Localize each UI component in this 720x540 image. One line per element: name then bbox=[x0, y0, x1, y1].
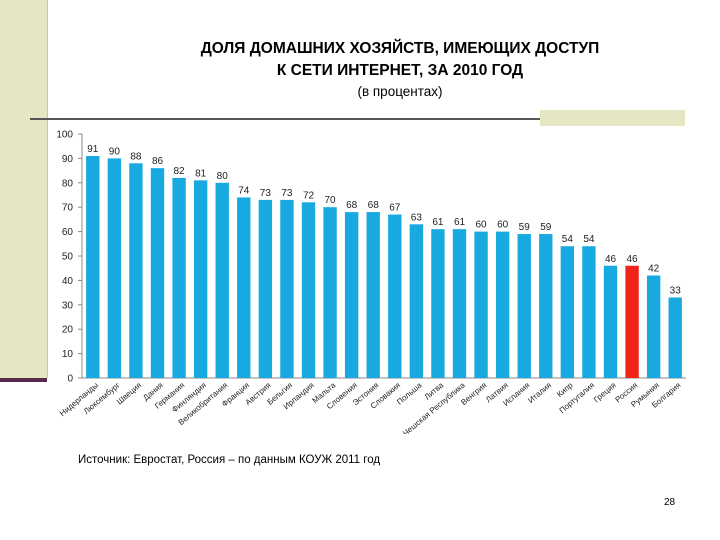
data-label: 63 bbox=[411, 212, 423, 223]
data-label: 72 bbox=[303, 190, 315, 201]
y-tick-label: 20 bbox=[62, 325, 74, 336]
y-tick-label: 50 bbox=[62, 252, 74, 263]
bar bbox=[150, 168, 165, 378]
bar bbox=[237, 197, 251, 378]
data-label: 46 bbox=[627, 254, 639, 265]
page-number: 28 bbox=[664, 497, 676, 508]
data-label: 54 bbox=[562, 234, 574, 245]
y-tick-label: 60 bbox=[62, 227, 74, 238]
data-label: 59 bbox=[519, 222, 531, 233]
data-label: 70 bbox=[325, 195, 337, 206]
data-label: 86 bbox=[152, 156, 164, 167]
y-tick-label: 30 bbox=[62, 300, 74, 311]
data-label: 73 bbox=[260, 188, 272, 199]
bar bbox=[323, 207, 337, 378]
bar bbox=[193, 180, 208, 378]
bar bbox=[560, 246, 575, 378]
data-label: 88 bbox=[130, 151, 142, 162]
bar-chart: 010203040506070809010091Нидерланды90Люкс… bbox=[56, 130, 686, 438]
slide-subtitle: (в процентах) bbox=[357, 84, 443, 99]
y-tick-label: 90 bbox=[62, 154, 74, 165]
data-label: 74 bbox=[238, 185, 250, 196]
y-tick-label: 70 bbox=[62, 203, 74, 214]
data-label: 68 bbox=[346, 200, 358, 211]
bar bbox=[107, 158, 122, 378]
bar bbox=[452, 229, 467, 378]
top-accent-bar bbox=[540, 110, 685, 126]
y-tick-label: 100 bbox=[56, 130, 73, 141]
bar bbox=[215, 182, 229, 378]
bar bbox=[582, 246, 596, 378]
category-label: Польша bbox=[395, 380, 424, 406]
category-label: Италия bbox=[526, 381, 553, 405]
bar bbox=[668, 297, 682, 378]
data-label: 61 bbox=[454, 217, 466, 228]
bar bbox=[474, 231, 488, 378]
data-label: 90 bbox=[109, 146, 121, 157]
category-label: Швеция bbox=[115, 381, 143, 407]
data-label: 42 bbox=[648, 264, 660, 275]
bar bbox=[625, 265, 639, 378]
bar bbox=[431, 229, 445, 378]
data-label: 60 bbox=[476, 220, 488, 231]
side-accent-line bbox=[0, 378, 47, 382]
data-label: 91 bbox=[87, 144, 99, 155]
bar bbox=[86, 155, 100, 378]
y-tick-label: 80 bbox=[62, 178, 74, 189]
slide-title-line-1: ДОЛЯ ДОМАШНИХ ХОЗЯЙСТВ, ИМЕЮЩИХ ДОСТУП bbox=[200, 40, 600, 57]
data-label: 67 bbox=[389, 203, 401, 214]
y-tick-label: 0 bbox=[67, 374, 73, 385]
y-tick-label: 40 bbox=[62, 276, 74, 287]
bar bbox=[172, 177, 186, 378]
y-tick-label: 10 bbox=[62, 349, 74, 360]
data-label: 61 bbox=[432, 217, 444, 228]
bar bbox=[280, 199, 294, 378]
bar bbox=[646, 275, 661, 378]
bar bbox=[539, 234, 553, 378]
bar bbox=[344, 212, 359, 378]
bar bbox=[366, 212, 380, 378]
data-label: 46 bbox=[605, 254, 617, 265]
source-note: Источник: Евростат, Россия – по данным К… bbox=[78, 454, 381, 466]
data-label: 54 bbox=[583, 234, 595, 245]
bar bbox=[603, 265, 618, 378]
data-label: 73 bbox=[281, 188, 293, 199]
bar bbox=[301, 202, 316, 378]
bar bbox=[409, 224, 424, 378]
category-label: Греция bbox=[592, 381, 618, 405]
bar bbox=[517, 234, 531, 378]
bar bbox=[388, 214, 402, 378]
data-label: 81 bbox=[195, 168, 207, 179]
bar bbox=[495, 231, 510, 378]
data-label: 60 bbox=[497, 220, 509, 231]
slide-title-line-2: К СЕТИ ИНТЕРНЕТ, ЗА 2010 ГОД bbox=[276, 62, 524, 79]
bar bbox=[129, 163, 143, 378]
data-label: 59 bbox=[540, 222, 552, 233]
data-label: 82 bbox=[174, 166, 186, 177]
bar bbox=[258, 199, 273, 378]
data-label: 33 bbox=[670, 285, 682, 296]
title-divider bbox=[30, 118, 540, 120]
data-label: 68 bbox=[368, 200, 380, 211]
side-accent-strip bbox=[0, 0, 48, 378]
data-label: 80 bbox=[217, 171, 229, 182]
